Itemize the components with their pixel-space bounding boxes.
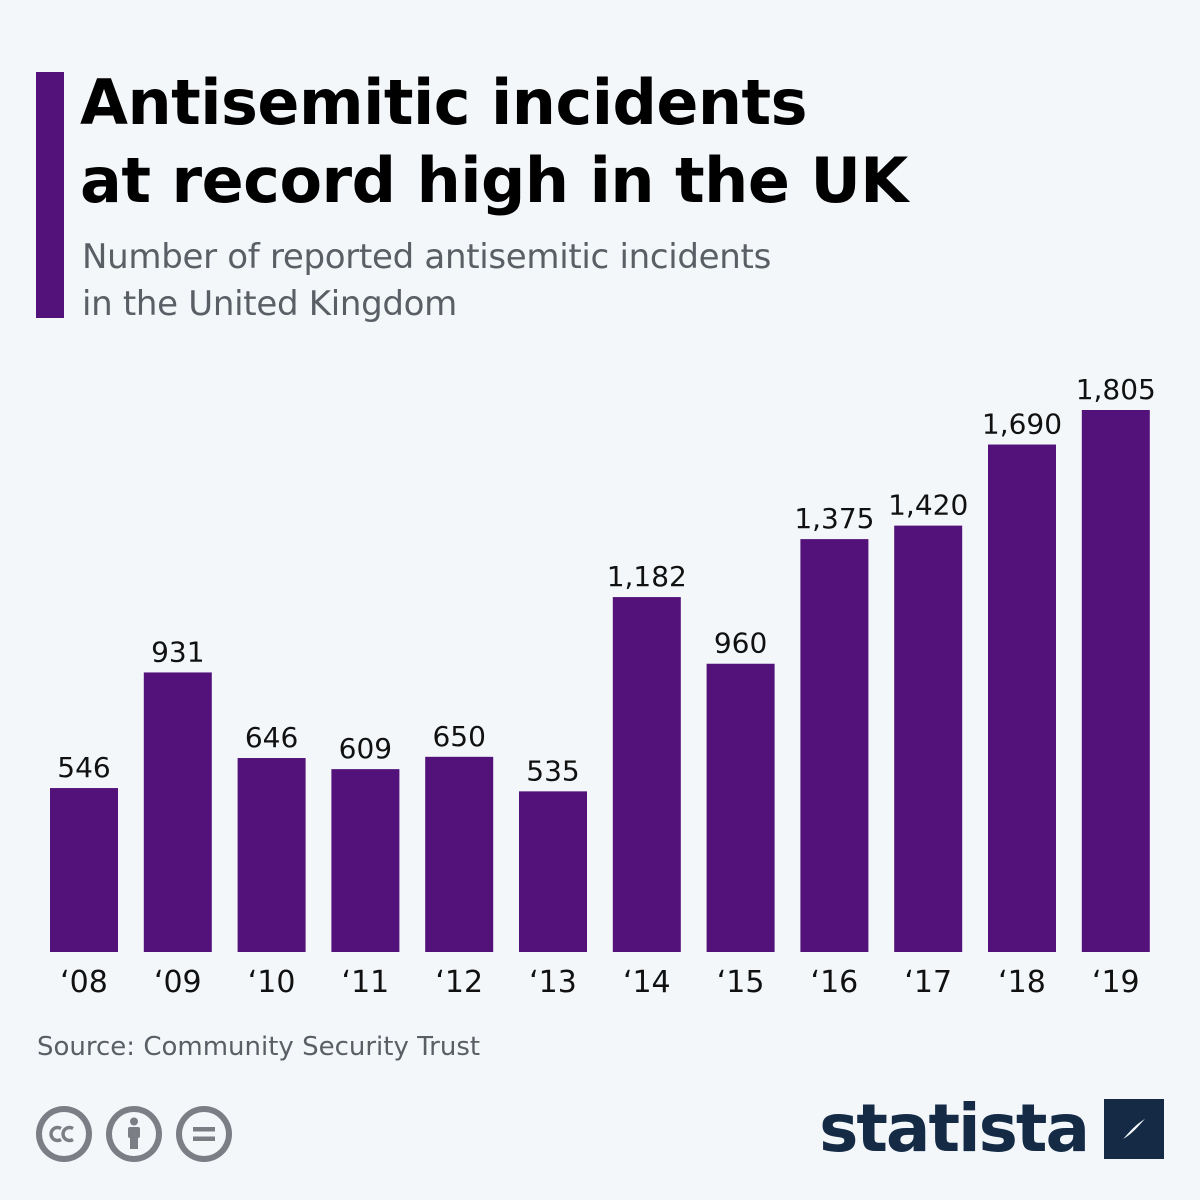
value-label-8: 1,375 [794,502,874,535]
license-icons [36,1106,232,1162]
value-label-3: 609 [339,732,392,765]
chart-title-line-1: Antisemitic incidents [80,66,808,139]
bar-9 [894,525,963,952]
chart-subtitle-line-2: in the United Kingdom [82,284,458,324]
source-note: Source: Community Security Trust [37,1032,481,1062]
brand-name: statista [819,1090,1090,1167]
bar-4 [425,756,494,952]
category-label-3: ‘11 [342,965,390,1000]
category-label-9: ‘17 [904,965,952,1000]
value-label-4: 650 [432,720,485,753]
value-label-5: 535 [526,754,579,787]
category-label-10: ‘18 [998,965,1046,1000]
value-label-0: 546 [57,751,110,784]
bar-11 [1081,410,1150,952]
bar-10 [988,444,1056,952]
value-label-11: 1,805 [1076,373,1156,406]
value-label-10: 1,690 [982,408,1062,441]
chart-subtitle: Number of reported antisemitic incidents… [82,234,771,328]
cc-icon[interactable] [36,1106,92,1162]
chart-subtitle-line-1: Number of reported antisemitic incidents [82,237,771,277]
bar-7 [706,663,775,952]
value-label-6: 1,182 [607,560,687,593]
bar-2 [237,758,306,952]
category-label-6: ‘14 [623,965,671,1000]
category-label-8: ‘16 [811,965,859,1000]
attribution-icon[interactable] [106,1106,162,1162]
value-label-2: 646 [245,721,298,754]
bar-chart: 546 ‘08 931 ‘09 646 ‘10 609 ‘11 650 ‘12 535 ‘13 1,18… [50,373,1156,1000]
category-label-0: ‘08 [60,965,108,1000]
statista-mark-icon [1104,1099,1164,1159]
category-label-4: ‘12 [435,965,483,1000]
bar-6 [612,597,681,952]
category-label-1: ‘09 [154,965,202,1000]
bar-1 [143,672,212,952]
bar-5 [519,791,587,952]
category-label-7: ‘15 [717,965,765,1000]
chart-title: Antisemitic incidents at record high in … [80,64,908,220]
category-label-5: ‘13 [529,965,577,1000]
value-label-9: 1,420 [888,489,968,522]
bar-3 [331,769,400,952]
chart-title-line-2: at record high in the UK [80,144,908,217]
category-label-11: ‘19 [1092,965,1140,1000]
bar-0 [50,788,118,952]
bar-8 [800,539,869,952]
value-label-1: 931 [151,635,204,668]
no-derivatives-icon[interactable] [176,1106,232,1162]
category-label-2: ‘10 [248,965,296,1000]
statista-logo[interactable]: statista [819,1096,1164,1162]
title-accent-bar [36,72,64,318]
value-label-7: 960 [714,627,767,660]
